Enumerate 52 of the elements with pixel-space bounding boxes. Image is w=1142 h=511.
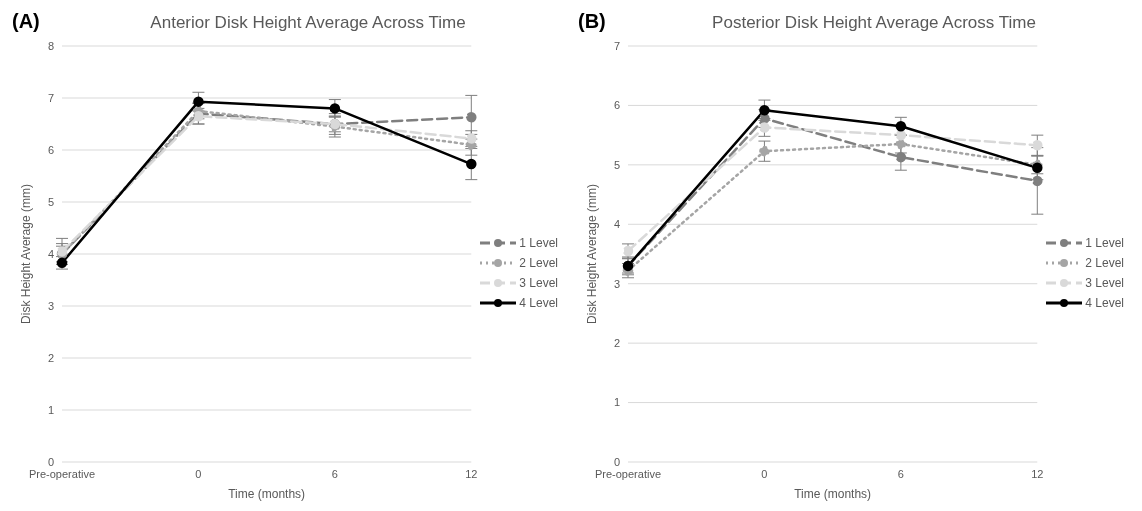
- legend-label: 3 Level: [1085, 276, 1124, 290]
- legend-label: 4 Level: [519, 296, 558, 310]
- y-tick-label: 6: [613, 99, 620, 112]
- point: [895, 138, 907, 150]
- y-tick-label: 3: [613, 277, 620, 290]
- y-tick-label: 8: [47, 39, 54, 52]
- y-tick-label: 1: [47, 403, 54, 416]
- x-tick-label: 0: [761, 467, 768, 480]
- y-axis-title: Disk Height Average (mm): [585, 184, 600, 324]
- y-tick-label: 0: [613, 455, 620, 468]
- y-tick-label: 4: [47, 247, 54, 260]
- y-tick-label: 3: [47, 299, 54, 312]
- chart-title: Anterior Disk Height Average Across Time: [150, 13, 466, 32]
- legend-label: 4 Level: [1085, 296, 1124, 310]
- point: [895, 151, 907, 163]
- y-tick-label: 7: [613, 39, 620, 52]
- x-tick-label: 12: [465, 467, 478, 480]
- x-tick-label: 12: [1031, 467, 1044, 480]
- point: [466, 158, 477, 170]
- point: [759, 122, 770, 133]
- y-tick-label: 0: [47, 455, 54, 468]
- legend-label: 1 Level: [1085, 236, 1124, 250]
- legend-label: 1 Level: [519, 236, 558, 250]
- y-axis-title: Disk Height Average (mm): [19, 184, 34, 324]
- y-tick-label: 2: [47, 351, 54, 364]
- x-tick-label: Pre-operative: [594, 467, 662, 480]
- y-tick-label: 2: [613, 337, 620, 350]
- text: (A): [12, 10, 40, 33]
- x-axis-title: Time (months): [794, 487, 872, 501]
- legend-label: 3 Level: [519, 276, 558, 290]
- y-tick-label: 4: [613, 218, 620, 231]
- point: [759, 113, 770, 124]
- y-tick-label: 7: [47, 91, 54, 104]
- y-tick-label: 1: [613, 396, 620, 409]
- point: [466, 111, 477, 123]
- x-tick-label: 6: [331, 467, 338, 480]
- legend-label: 2 Level: [519, 256, 558, 270]
- point: [1032, 140, 1043, 151]
- text: (B): [578, 10, 606, 33]
- point: [895, 120, 907, 132]
- x-axis-title: Time (months): [228, 487, 306, 501]
- y-tick-label: 5: [613, 158, 620, 171]
- chart-title: Posterior Disk Height Average Across Time: [712, 13, 1036, 32]
- y-tick-label: 6: [47, 143, 54, 156]
- y-tick-label: 5: [47, 195, 54, 208]
- x-tick-label: 6: [897, 467, 904, 480]
- point: [329, 103, 341, 114]
- x-tick-label: 0: [195, 467, 202, 480]
- point: [759, 145, 770, 157]
- legend-label: 2 Level: [1085, 256, 1124, 270]
- x-tick-label: Pre-operative: [28, 467, 96, 480]
- point: [1032, 175, 1043, 187]
